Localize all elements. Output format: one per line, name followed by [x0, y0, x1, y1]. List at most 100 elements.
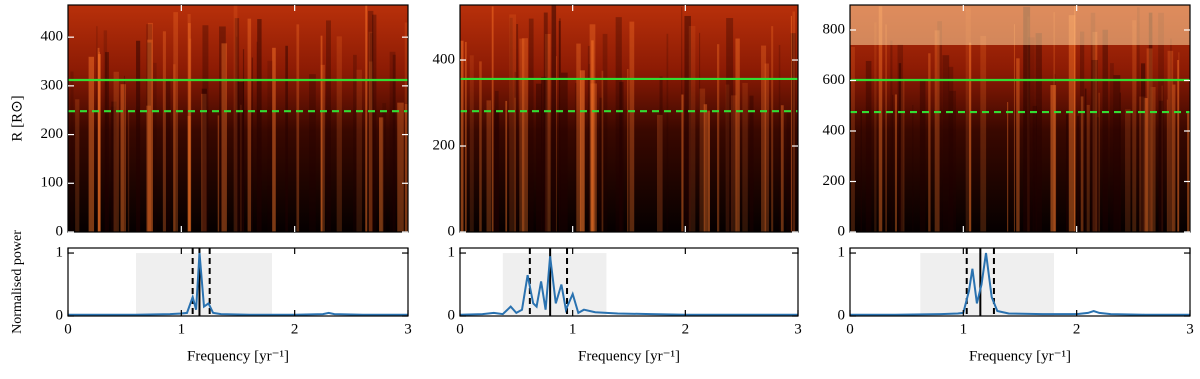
heatmap-streak — [1158, 12, 1164, 232]
power-line — [460, 256, 798, 316]
heatmap-streak — [898, 63, 902, 232]
heatmap-streak — [969, 42, 972, 232]
heatmap-streak — [1074, 5, 1076, 232]
heatmap-streak — [742, 82, 748, 232]
y-tick-label: 0 — [838, 223, 846, 239]
heatmap-streak — [368, 10, 374, 232]
heatmap-streak — [105, 52, 109, 232]
plot-area — [850, 5, 1190, 232]
heatmap-streak — [88, 56, 95, 232]
heatmap-streak — [1139, 96, 1146, 232]
heatmap-streak — [256, 41, 258, 232]
heatmap-streak — [602, 33, 608, 232]
heatmap-streak — [1091, 59, 1098, 232]
heatmap-streak — [790, 15, 792, 232]
heatmap-streak — [372, 14, 377, 232]
power-line — [68, 252, 408, 316]
plot-area — [68, 5, 408, 232]
heatmap-streak — [865, 60, 872, 232]
plot-area — [850, 248, 1190, 316]
heatmap-streak — [320, 64, 325, 232]
heatmap-streak — [98, 51, 100, 232]
heatmap-streak — [1169, 38, 1172, 232]
heatmap-streak — [404, 22, 408, 232]
heatmap-streak — [555, 56, 557, 232]
heatmap-streak — [146, 24, 153, 232]
y-tick-label: 0 — [56, 307, 64, 323]
heatmap-streak — [912, 104, 914, 232]
heatmap-streak — [370, 33, 374, 232]
heatmap-streak — [369, 61, 373, 232]
heatmap-streak — [894, 94, 898, 232]
heatmap-streak — [890, 40, 893, 232]
heatmap-streak — [309, 74, 316, 232]
heatmap-streak — [619, 81, 624, 232]
heatmap-background — [460, 5, 798, 232]
heatmap-streak — [1110, 63, 1114, 232]
plot-area — [68, 248, 408, 316]
heatmap-streak — [187, 14, 191, 232]
heatmap-streak — [892, 94, 894, 232]
heatmap-streak — [479, 61, 482, 232]
y-tick-label: 1 — [56, 244, 64, 260]
heatmap-streak — [681, 94, 684, 232]
frame — [849, 4, 1191, 233]
heatmap-streak — [579, 70, 585, 232]
x-tick-label: 1 — [569, 321, 577, 337]
heatmap-streak — [726, 18, 734, 232]
heatmap-streak — [1158, 100, 1164, 232]
x-tick-label: 3 — [404, 321, 412, 337]
heatmap-streak — [103, 30, 108, 232]
heatmap-streak — [320, 35, 323, 232]
heatmap-streak — [965, 7, 971, 232]
heatmap-streak — [786, 110, 793, 232]
heatmap-streak — [70, 71, 74, 232]
heatmap-streak — [201, 93, 207, 232]
heatmap-streak — [1090, 12, 1096, 232]
heatmap-streak — [240, 104, 242, 232]
heatmap-streak — [885, 24, 887, 232]
power-line — [850, 252, 1190, 316]
frame — [459, 4, 799, 233]
heatmap-streak — [1167, 50, 1174, 232]
x-tick-label: 3 — [1186, 321, 1194, 337]
heatmap-streak — [919, 80, 926, 232]
heatmap-streak — [136, 40, 141, 232]
heatmap-streak — [173, 12, 179, 232]
heatmap-streak — [761, 45, 767, 232]
heatmap-streak — [536, 83, 542, 232]
heatmap-streak — [1187, 113, 1190, 232]
y-axis-label: R [R⊙] — [9, 95, 25, 141]
heatmap-streak — [379, 117, 384, 232]
heatmap-streak — [1013, 24, 1015, 232]
x-tick-label: 0 — [846, 321, 854, 337]
heatmap-streak — [1007, 102, 1009, 232]
plot-area — [460, 5, 798, 232]
heatmap-streak — [543, 12, 548, 232]
heatmap-streak — [580, 79, 584, 232]
heatmap-streak — [217, 115, 220, 232]
heatmap-streak — [113, 71, 119, 232]
heatmap-streak — [75, 99, 80, 232]
heatmap-streak — [699, 32, 701, 232]
heatmap-streak — [541, 76, 547, 232]
heatmap-streak — [285, 45, 288, 232]
heatmap-streak — [560, 72, 568, 232]
heatmap-streak — [1079, 31, 1085, 232]
y-tick-label: 0 — [448, 307, 456, 323]
heatmap-streak — [98, 54, 101, 232]
y-tick-label: 200 — [41, 126, 64, 142]
y-tick-label: 400 — [823, 122, 846, 138]
heatmap-streak — [684, 15, 691, 232]
heatmap-streak — [219, 26, 226, 232]
y-tick-label: 1 — [448, 244, 456, 260]
heatmap-streak — [707, 110, 710, 232]
y-tick-label: 400 — [41, 29, 64, 45]
heatmap-streak — [491, 6, 494, 232]
heatmap-streak — [514, 71, 517, 232]
heatmap-streak — [948, 66, 954, 232]
x-tick-label: 2 — [291, 321, 299, 337]
heatmap-streak — [336, 36, 342, 232]
heatmap-streak — [235, 36, 238, 232]
heatmap-streak — [725, 84, 730, 232]
